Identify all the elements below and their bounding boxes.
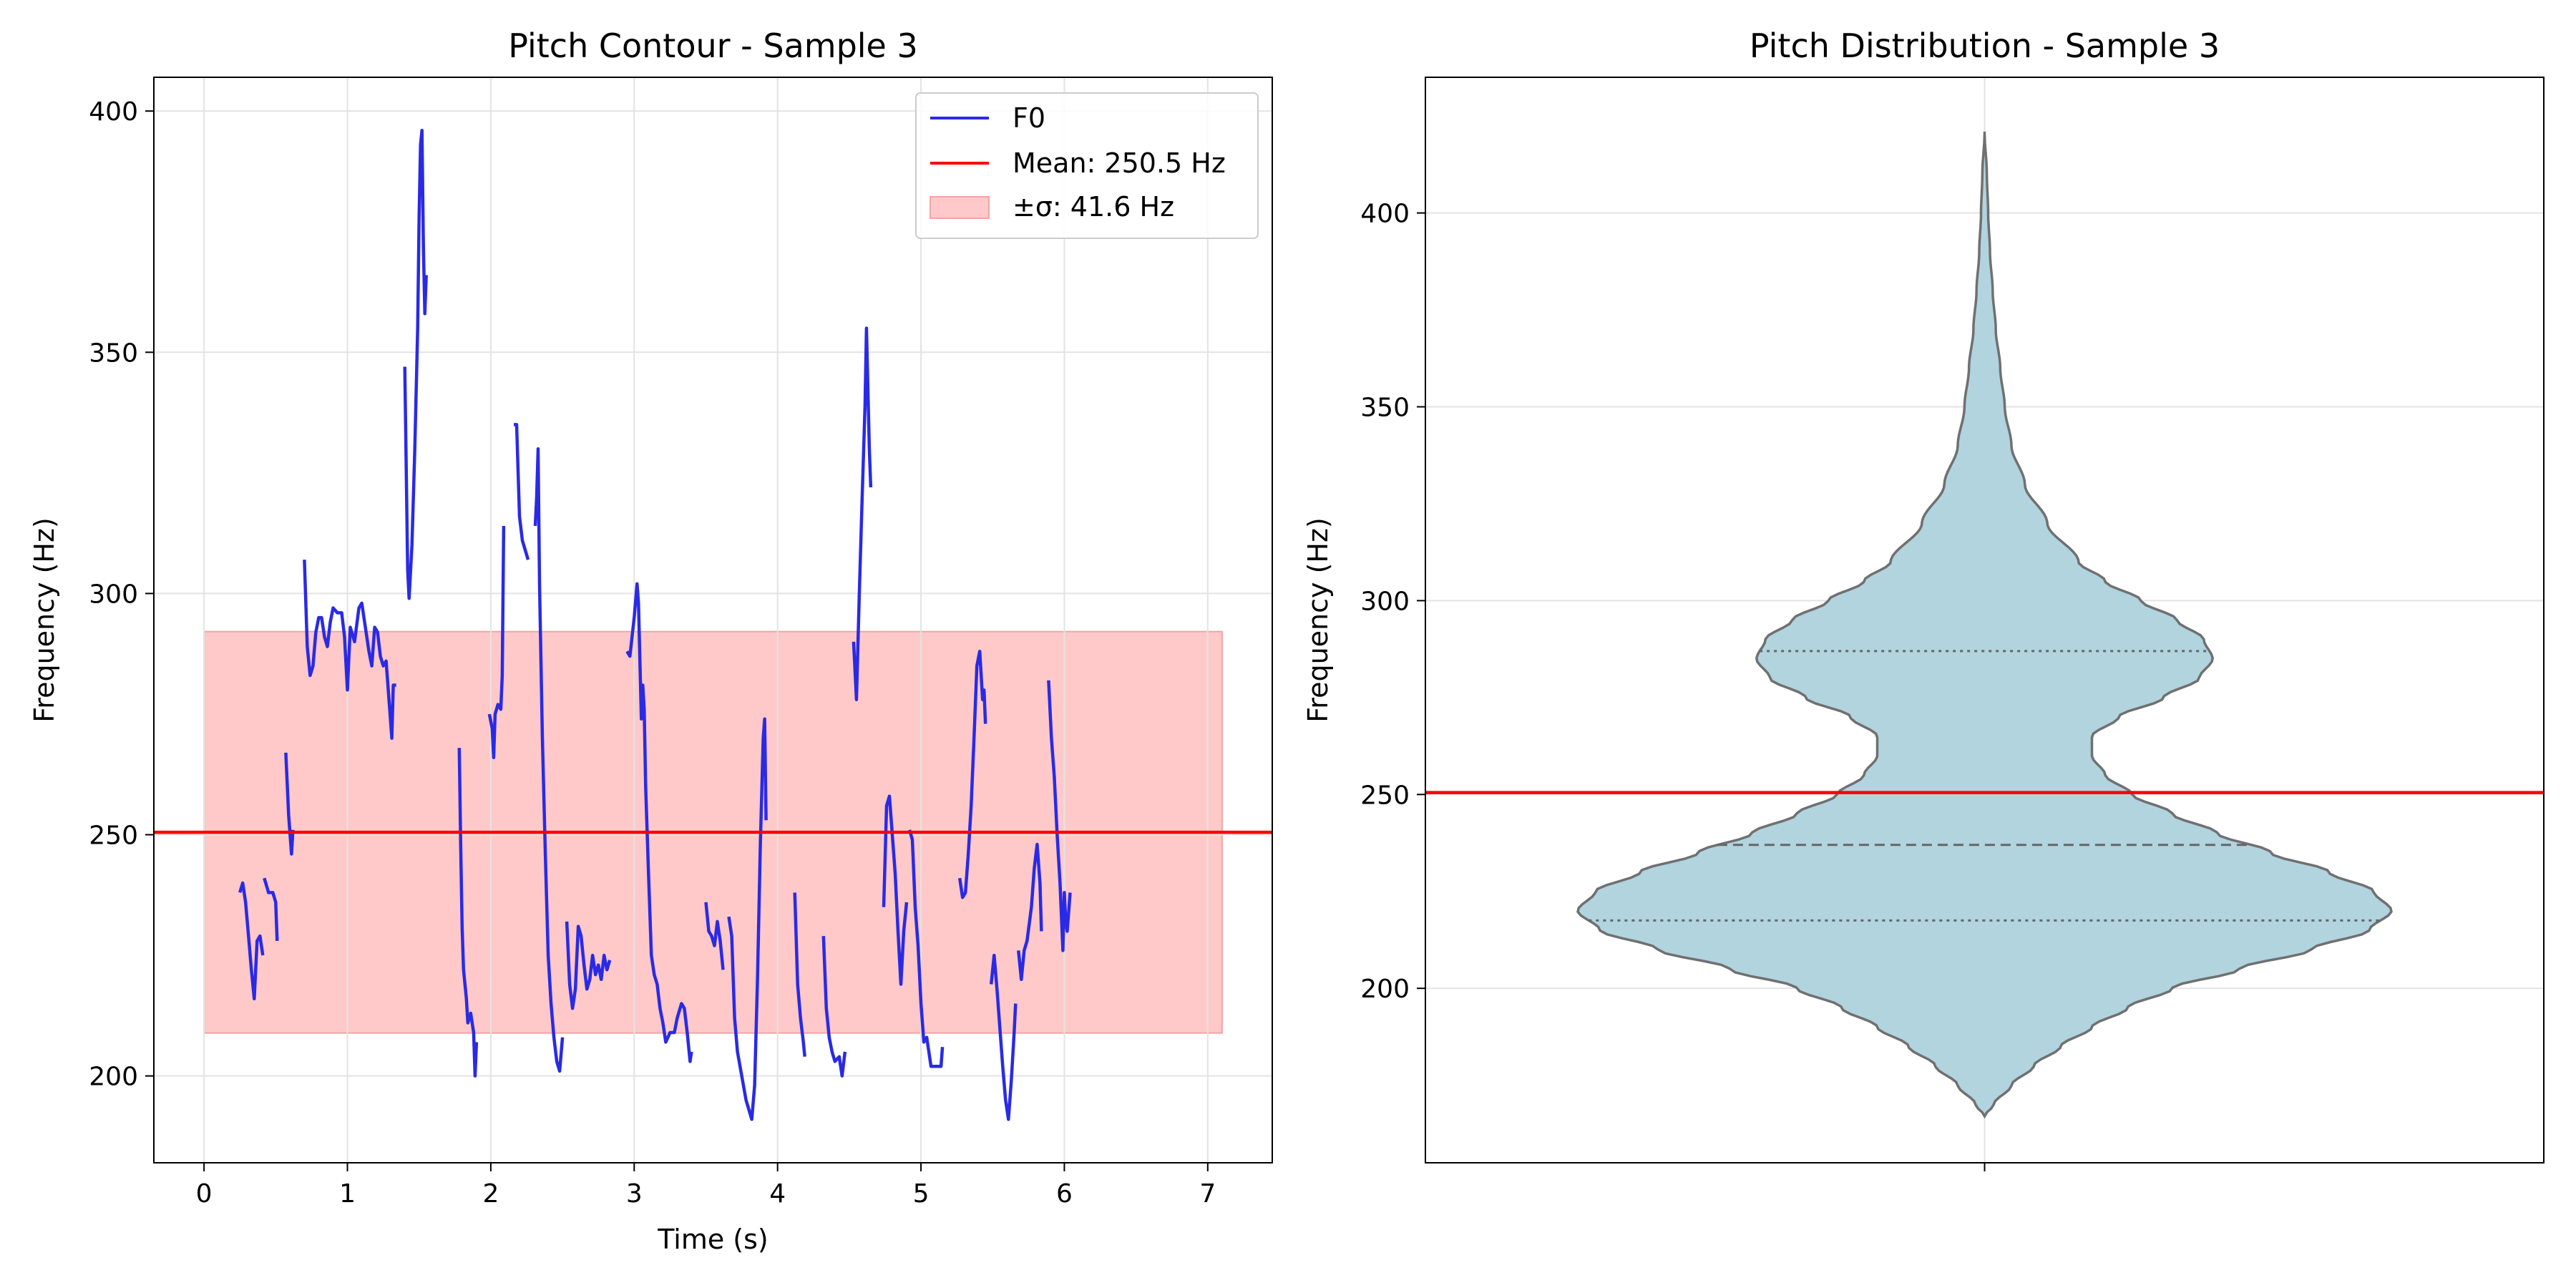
f0-segment [284,752,295,856]
violin-body [1576,131,2393,1119]
pitch-contour-legend: F0 Mean: 250.5 Hz ±σ: 41.6 Hz [915,92,1259,239]
violin-quartile-lines [1589,650,2381,922]
f0-segment [514,423,530,560]
x-tick-label: 6 [1056,1179,1073,1209]
f0-segment [727,717,768,1121]
f0-segment [793,892,806,1057]
f0-segment [1047,680,1072,952]
f0-segment [704,902,725,970]
f0-segment [882,794,909,986]
x-tick-label: 3 [626,1179,643,1209]
f0-segment [625,582,693,1063]
y-tick-label: 300 [89,580,138,609]
f0-segment [263,877,279,941]
f0-segment [821,936,847,1078]
f0-segment [238,881,265,1001]
f0-segment [565,921,612,1010]
pitch-distribution-title: Pitch Distribution - Sample 3 [1750,26,2220,65]
legend-std-swatch [930,196,990,219]
f0-segment [957,650,987,899]
f0-segment [303,560,396,740]
x-tick-label: 0 [196,1179,213,1209]
pitch-distribution-panel: 200 250 300 350 400 Pitch Distribution - Sam… [1302,26,2545,1171]
pitch-contour-axes-frame [153,77,1273,1163]
pitch-contour-ticks: 0 1 2 3 4 5 6 7 200 250 300 350 400 [89,97,1216,1209]
pitch-contour-panel: 0 1 2 3 4 5 6 7 200 250 300 350 400 Pitch Contour - … [29,26,1273,1255]
x-tick-label: 5 [913,1179,930,1209]
y-tick-label: 250 [1360,781,1410,810]
y-tick-label: 350 [89,338,138,368]
x-tick-label: 4 [769,1179,786,1209]
y-tick-label: 300 [1360,587,1410,616]
f0-segment [487,525,506,759]
x-tick-label: 1 [339,1179,356,1209]
pitch-contour-x-axis-label: Time (s) [657,1224,769,1255]
pitch-contour-title: Pitch Contour - Sample 3 [508,26,917,65]
x-tick-label: 2 [482,1179,499,1209]
f0-line-layer [238,128,1072,1121]
y-tick-label: 200 [1360,975,1410,1004]
legend-mean-label: Mean: 250.5 Hz [1013,147,1226,179]
pitch-contour-y-axis-label: Frequency (Hz) [29,517,60,723]
y-tick-label: 350 [1360,394,1410,423]
f0-segment [403,128,428,600]
f0-segment [1017,842,1043,982]
y-tick-label: 250 [89,821,138,851]
pitch-contour-grid [154,77,1272,1163]
f0-segment [457,748,479,1078]
x-tick-label: 7 [1199,1179,1216,1209]
f0-segment [852,326,873,701]
f0-segment [533,447,565,1073]
legend-std-label: ±σ: 41.6 Hz [1013,191,1174,223]
pitch-distribution-ticks: 200 250 300 350 400 [1360,200,1986,1171]
y-tick-label: 400 [89,97,138,127]
y-tick-label: 200 [89,1063,138,1092]
legend-box [915,92,1259,239]
y-tick-label: 400 [1360,200,1410,229]
f0-segment [989,953,1018,1121]
f0-segment [907,829,945,1068]
pitch-distribution-y-axis-label: Frequency (Hz) [1302,517,1334,723]
legend-f0-label: F0 [1013,102,1045,134]
